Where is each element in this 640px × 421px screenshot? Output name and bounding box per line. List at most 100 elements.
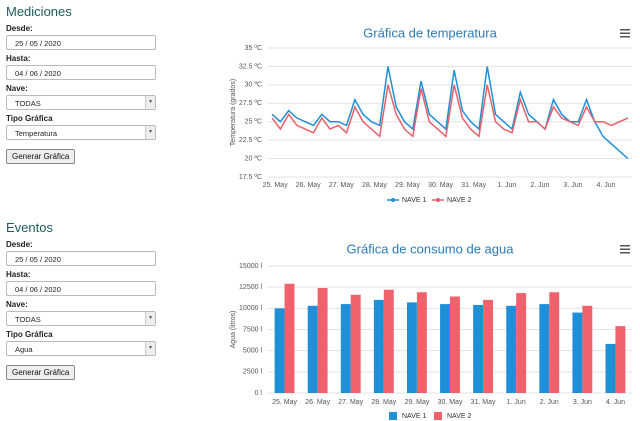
y-tick-label: 12500 l bbox=[239, 284, 262, 291]
x-tick-label: 26. May bbox=[305, 399, 330, 406]
y-tick-label: 17.5 ºC bbox=[239, 174, 262, 181]
bar bbox=[416, 292, 427, 393]
y-tick-label: 32.5 ºC bbox=[239, 63, 262, 70]
field-label: Tipo Gráfica bbox=[6, 330, 53, 339]
legend-label: NAVE 2 bbox=[447, 197, 471, 204]
button[interactable]: Generar Gráfica bbox=[6, 365, 76, 380]
bar bbox=[383, 289, 394, 393]
y-tick-label: 10000 l bbox=[239, 305, 262, 312]
form-title: Eventos bbox=[6, 220, 53, 235]
button[interactable]: Generar Gráfica bbox=[6, 149, 76, 164]
x-tick-label: 29. May bbox=[404, 399, 429, 406]
date-input[interactable]: 04 / 06 / 2020 bbox=[6, 281, 156, 296]
y-tick-label: 5000 l bbox=[243, 348, 263, 355]
bar bbox=[516, 293, 527, 393]
x-tick-label: 2. Jun bbox=[530, 182, 549, 189]
line bbox=[271, 84, 629, 138]
bar bbox=[615, 326, 626, 393]
y-tick-label: 0 l bbox=[255, 390, 263, 397]
bar bbox=[373, 299, 384, 393]
bar bbox=[605, 343, 616, 393]
date-input[interactable]: 04 / 06 / 2020 bbox=[6, 65, 156, 80]
select[interactable]: Temperatura ▾ bbox=[6, 125, 156, 140]
x-tick-label: 30. May bbox=[428, 182, 453, 189]
bar bbox=[307, 305, 318, 393]
x-tick-label: 2. Jun bbox=[540, 399, 559, 406]
x-tick-label: 29. May bbox=[395, 182, 420, 189]
x-tick-label: 26. May bbox=[296, 182, 321, 189]
select[interactable]: Agua ▾ bbox=[6, 341, 156, 356]
legend-label: NAVE 1 bbox=[402, 197, 426, 204]
bar bbox=[549, 292, 560, 393]
x-tick-label: 3. Jun bbox=[573, 399, 592, 406]
bar bbox=[317, 288, 328, 393]
select[interactable]: TODAS ▾ bbox=[6, 311, 156, 326]
legend-swatch bbox=[389, 412, 397, 420]
select[interactable]: TODAS ▾ bbox=[6, 95, 156, 110]
y-tick-label: 22.5 ºC bbox=[239, 137, 262, 144]
bar bbox=[473, 304, 484, 393]
bar bbox=[483, 299, 494, 393]
x-tick-label: 30. May bbox=[438, 399, 463, 406]
bar bbox=[274, 308, 285, 393]
y-tick-label: 25 ºC bbox=[245, 119, 262, 126]
form: Mediciones Desde: 25 / 05 / 2020 Hasta: 04 /… bbox=[6, 4, 156, 164]
y-tick-label: 35 ºC bbox=[245, 45, 262, 52]
chart-title: Gráfica de consumo de agua bbox=[347, 241, 515, 256]
bar bbox=[506, 305, 517, 393]
field-label: Nave: bbox=[6, 300, 28, 309]
field-label: Desde: bbox=[6, 240, 33, 249]
y-tick-label: 15000 l bbox=[239, 263, 262, 270]
x-tick-label: 31. May bbox=[461, 182, 486, 189]
bar bbox=[284, 283, 295, 393]
bar bbox=[440, 304, 450, 393]
field-label: Nave: bbox=[6, 84, 28, 93]
x-tick-label: 25. May bbox=[263, 182, 288, 189]
dropdown-arrow[interactable]: ▾ bbox=[145, 96, 155, 109]
field-label: Hasta: bbox=[6, 54, 31, 63]
x-tick-label: 27. May bbox=[338, 399, 363, 406]
dropdown-arrow[interactable]: ▾ bbox=[145, 312, 155, 325]
bar bbox=[350, 294, 361, 393]
x-tick-label: 1. Jun bbox=[497, 182, 516, 189]
field-label: Desde: bbox=[6, 24, 33, 33]
field-label: Hasta: bbox=[6, 270, 31, 279]
dropdown-arrow[interactable]: ▾ bbox=[145, 342, 155, 355]
y-axis-title: Temperatura (grados) bbox=[230, 79, 237, 146]
bar bbox=[406, 302, 417, 393]
bar bbox=[450, 296, 460, 393]
menu-icon[interactable] bbox=[620, 245, 630, 254]
bar bbox=[572, 312, 583, 393]
field-label: Tipo Gráfica bbox=[6, 114, 53, 123]
bar bbox=[582, 305, 593, 393]
y-tick-label: 30 ºC bbox=[245, 82, 262, 89]
form: Eventos Desde: 25 / 05 / 2020 Hasta: 04 / 06… bbox=[6, 220, 156, 380]
y-axis-title: Agua (litros) bbox=[230, 311, 237, 349]
x-tick-label: 4. Jun bbox=[597, 182, 616, 189]
y-tick-label: 7500 l bbox=[243, 326, 263, 333]
dropdown-arrow[interactable]: ▾ bbox=[145, 126, 155, 139]
x-tick-label: 28. May bbox=[371, 399, 396, 406]
bar bbox=[340, 304, 351, 393]
menu-icon[interactable] bbox=[620, 29, 630, 38]
bar bbox=[539, 304, 550, 393]
legend-swatch bbox=[434, 412, 442, 420]
legend-marker bbox=[436, 198, 440, 202]
date-input[interactable]: 25 / 05 / 2020 bbox=[6, 35, 156, 50]
form-title: Mediciones bbox=[6, 4, 72, 19]
x-tick-label: 3. Jun bbox=[563, 182, 582, 189]
x-tick-label: 4. Jun bbox=[606, 399, 625, 406]
x-tick-label: 1. Jun bbox=[507, 399, 526, 406]
y-tick-label: 27.5 ºC bbox=[239, 100, 262, 107]
x-tick-label: 27. May bbox=[329, 182, 354, 189]
x-tick-label: 25. May bbox=[272, 399, 297, 406]
x-tick-label: 28. May bbox=[362, 182, 387, 189]
x-tick-label: 31. May bbox=[471, 399, 496, 406]
y-tick-label: 2500 l bbox=[243, 369, 263, 376]
legend-label: NAVE 2 bbox=[447, 413, 471, 420]
legend-label: NAVE 1 bbox=[402, 413, 426, 420]
date-input[interactable]: 25 / 05 / 2020 bbox=[6, 251, 156, 266]
chart-title: Gráfica de temperatura bbox=[363, 25, 497, 40]
